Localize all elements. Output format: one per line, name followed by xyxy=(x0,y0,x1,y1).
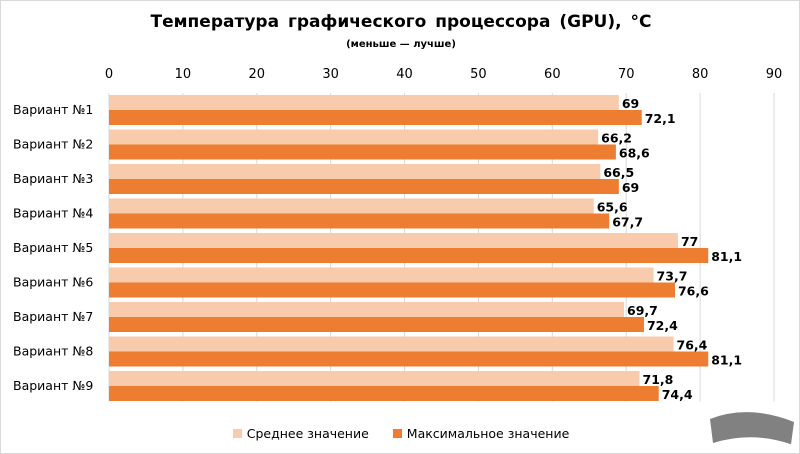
bar xyxy=(109,198,594,214)
bar xyxy=(109,386,659,401)
bar xyxy=(109,213,610,229)
bar xyxy=(109,95,619,110)
bar xyxy=(109,371,640,386)
data-label: 71,8 xyxy=(643,372,674,387)
category-label: Вариант №3 xyxy=(13,171,93,186)
watermark-logo xyxy=(710,412,794,445)
category-label: Вариант №4 xyxy=(13,206,93,221)
chart-title: Температура графического процессора (GPU… xyxy=(150,12,652,32)
bar xyxy=(109,351,709,367)
legend-swatch xyxy=(392,429,402,438)
tick-label: 60 xyxy=(544,67,561,82)
tick-label: 10 xyxy=(175,67,192,82)
data-label: 81,1 xyxy=(711,353,742,368)
bar xyxy=(109,164,601,179)
data-label: 72,4 xyxy=(647,318,678,333)
category-label: Вариант №5 xyxy=(13,240,93,255)
data-label: 67,7 xyxy=(612,215,643,230)
data-label: 66,5 xyxy=(603,165,634,180)
tick-label: 30 xyxy=(322,67,339,82)
bar xyxy=(109,144,616,160)
tick-label: 90 xyxy=(766,67,783,82)
data-label: 77 xyxy=(681,234,698,249)
data-label: 65,6 xyxy=(597,200,628,215)
data-label: 76,6 xyxy=(678,284,709,299)
legend-label: Максимальное значение xyxy=(406,426,570,441)
legend-item-max: Максимальное значение xyxy=(392,426,570,441)
category-label: Вариант №8 xyxy=(13,344,93,359)
data-label: 66,2 xyxy=(601,131,632,146)
legend-swatch xyxy=(232,429,242,438)
tick-label: 80 xyxy=(692,67,709,82)
chart-subtitle: (меньше — лучше) xyxy=(346,39,456,50)
bar xyxy=(109,179,619,194)
tick-label: 70 xyxy=(618,67,635,82)
data-label: 73,7 xyxy=(657,269,688,284)
bar xyxy=(109,129,599,145)
data-label: 69,7 xyxy=(627,303,658,318)
tick-label: 40 xyxy=(396,67,413,82)
tick-label: 0 xyxy=(105,67,113,82)
data-label: 76,4 xyxy=(677,338,708,353)
bar xyxy=(109,233,678,248)
bar xyxy=(109,110,642,125)
data-label: 72,1 xyxy=(645,111,676,126)
bar xyxy=(109,302,625,317)
bar xyxy=(109,267,654,283)
category-label: Вариант №6 xyxy=(13,275,93,290)
legend-label: Среднее значение xyxy=(246,426,369,441)
tick-label: 50 xyxy=(470,67,487,82)
bar xyxy=(109,317,644,332)
bar xyxy=(109,248,709,263)
category-label: Вариант №2 xyxy=(13,137,93,152)
bar xyxy=(109,336,674,352)
data-label: 69 xyxy=(622,96,639,111)
bar xyxy=(109,282,675,298)
category-label: Вариант №1 xyxy=(13,102,93,117)
data-label: 68,6 xyxy=(619,146,650,161)
data-label: 74,4 xyxy=(662,387,693,402)
data-label: 69 xyxy=(622,180,639,195)
category-label: Вариант №7 xyxy=(13,309,93,324)
category-label: Вариант №9 xyxy=(13,378,93,393)
legend-item-avg: Среднее значение xyxy=(232,426,369,441)
data-label: 81,1 xyxy=(711,249,742,264)
tick-label: 20 xyxy=(249,67,266,82)
legend: Среднее значение Максимальное значение xyxy=(1,426,799,441)
